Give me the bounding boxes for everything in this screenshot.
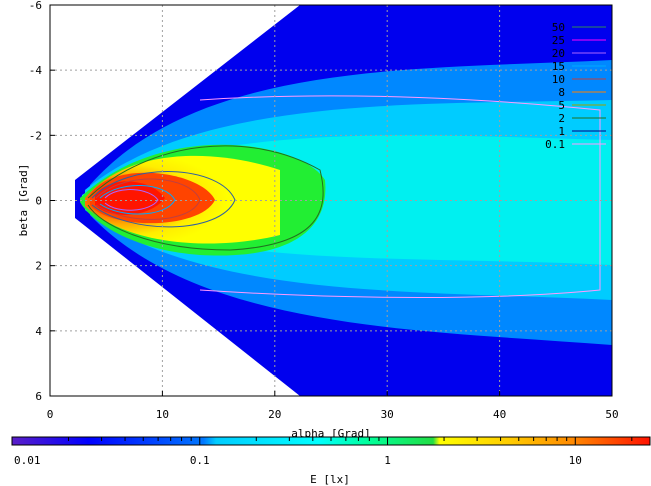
y-tick-label: -2	[29, 129, 42, 142]
legend-label: 10	[552, 73, 565, 86]
colorbar-label: E [lx]	[310, 473, 350, 486]
legend-label: 8	[558, 86, 565, 99]
x-tick-label: 50	[605, 408, 618, 421]
heatmap-surface	[75, 5, 612, 396]
y-tick-label: 6	[35, 390, 42, 403]
legend-label: 1	[558, 125, 565, 138]
y-tick-label: -6	[29, 0, 42, 12]
x-tick-label: 0	[47, 408, 54, 421]
colorbar-tick-label: 10	[569, 454, 582, 467]
y-tick-label: -4	[29, 64, 43, 77]
y-axis-label: beta [Grad]	[17, 164, 30, 237]
x-tick-label: 10	[156, 408, 169, 421]
legend-label: 25	[552, 34, 565, 47]
colorbar-tick-labels: 0.01 0.1 1 10	[11, 437, 633, 467]
colorbar-tick-label: 1	[384, 454, 391, 467]
x-tick-labels: 0 10 20 30 40 50	[47, 391, 619, 421]
legend-label: 15	[552, 60, 565, 73]
y-tick-label: 2	[35, 260, 42, 273]
x-tick-label: 20	[268, 408, 281, 421]
grid	[50, 5, 612, 396]
x-tick-label: 40	[493, 408, 506, 421]
x-tick-label: 30	[381, 408, 394, 421]
legend-label: 2	[558, 112, 565, 125]
y-tick-labels: -6 -4 -2 0 2 4 6	[29, 0, 55, 403]
y-tick-label: 0	[35, 195, 42, 208]
legend-label: 50	[552, 21, 565, 34]
y-tick-label: 4	[35, 325, 42, 338]
legend-label: 0.1	[545, 138, 565, 151]
legend-label: 5	[558, 99, 565, 112]
legend-label: 20	[552, 47, 565, 60]
colorbar-tick-label: 0.1	[190, 454, 210, 467]
colorbar-tick-label: 0.01	[14, 454, 41, 467]
